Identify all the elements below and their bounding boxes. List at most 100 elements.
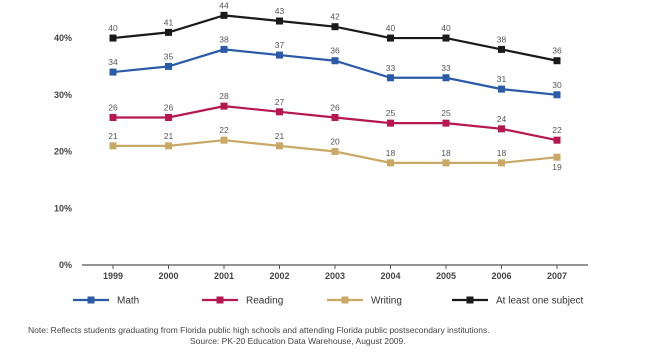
data-point <box>109 113 117 121</box>
legend-swatch-marker <box>216 296 224 304</box>
data-label: 38 <box>497 34 507 44</box>
data-label: 26 <box>164 102 174 112</box>
data-point <box>553 153 561 161</box>
data-label: 40 <box>441 23 451 33</box>
data-label: 22 <box>552 125 562 135</box>
data-label: 21 <box>275 131 285 141</box>
data-point <box>331 57 339 65</box>
legend-label: Math <box>117 296 139 307</box>
data-label: 44 <box>219 0 229 10</box>
data-label: 41 <box>164 17 174 27</box>
data-label: 37 <box>275 40 285 50</box>
data-point <box>442 74 450 82</box>
data-point <box>331 113 339 121</box>
x-tick-label: 2000 <box>158 271 178 281</box>
x-tick-label: 2002 <box>269 271 289 281</box>
data-label: 36 <box>330 46 340 56</box>
data-point <box>387 119 394 127</box>
data-label: 26 <box>330 102 340 112</box>
data-point <box>498 45 505 53</box>
data-point <box>498 125 505 133</box>
y-axis-ticks: 0% 10% 20% 30% 40% <box>54 33 72 270</box>
data-point <box>220 11 228 19</box>
legend-label: Reading <box>246 296 283 307</box>
x-tick-label: 1999 <box>103 271 123 281</box>
legend-item: Reading <box>202 296 283 307</box>
x-tick-label: 2004 <box>380 271 400 281</box>
footnote: Note: Reflects students graduating from … <box>28 325 648 347</box>
data-label: 18 <box>497 148 507 158</box>
source-text: Source: PK-20 Education Data Warehouse, … <box>190 336 406 346</box>
data-point <box>220 45 228 53</box>
x-tick-label: 2006 <box>491 271 511 281</box>
data-point <box>331 23 339 31</box>
data-label: 28 <box>219 91 229 101</box>
data-point <box>387 34 394 42</box>
data-point <box>276 17 283 25</box>
data-label: 26 <box>108 102 118 112</box>
legend-swatch-marker <box>466 296 474 304</box>
data-label: 34 <box>108 57 118 67</box>
data-point <box>165 113 172 121</box>
data-point <box>553 136 561 144</box>
series-writing: 21 21 22 21 20 18 18 18 19 <box>108 125 562 172</box>
data-label: 40 <box>386 23 396 33</box>
data-label: 20 <box>330 137 340 147</box>
series-line <box>112 48 558 96</box>
data-point <box>442 159 450 167</box>
data-label: 19 <box>552 162 562 172</box>
data-point <box>276 142 283 150</box>
data-point <box>109 68 117 76</box>
data-point <box>109 34 117 42</box>
series-reading: 26 26 28 27 26 25 25 24 22 <box>108 91 562 144</box>
data-point <box>165 142 172 150</box>
data-label: 31 <box>497 74 507 84</box>
data-point <box>165 62 172 70</box>
data-point <box>276 51 283 59</box>
data-label: 18 <box>441 148 451 158</box>
data-label: 35 <box>164 51 174 61</box>
data-label: 25 <box>386 108 396 118</box>
x-tick-label: 2001 <box>214 271 234 281</box>
legend-item: Math <box>73 296 139 307</box>
data-point <box>387 159 394 167</box>
data-label: 25 <box>441 108 451 118</box>
x-tick-label: 2005 <box>436 271 456 281</box>
note-text: Note: Reflects students graduating from … <box>28 325 490 335</box>
x-tick-label: 2007 <box>547 271 567 281</box>
data-point <box>442 119 450 127</box>
legend-swatch-marker <box>341 296 349 304</box>
data-label: 43 <box>275 6 285 16</box>
data-label: 38 <box>219 34 229 44</box>
data-label: 22 <box>219 125 229 135</box>
y-tick-label: 30% <box>54 90 72 100</box>
series-at-least-one-subject: 40 41 44 43 42 40 40 38 36 <box>108 0 562 65</box>
data-label: 36 <box>552 46 562 56</box>
data-label: 40 <box>108 23 118 33</box>
data-point <box>165 28 172 36</box>
data-label: 30 <box>552 80 562 90</box>
data-point <box>498 159 505 167</box>
x-axis-ticks: 1999 2000 2001 2002 2003 2004 2005 2006 2007 <box>103 265 567 281</box>
data-point <box>553 57 561 65</box>
legend: Math Reading Writing At least one subject <box>73 296 583 307</box>
data-point <box>220 102 228 110</box>
data-label: 27 <box>275 97 285 107</box>
x-tick-label: 2003 <box>325 271 345 281</box>
series-math: 34 35 38 37 36 33 33 31 30 <box>108 34 562 99</box>
y-tick-label: 10% <box>54 203 72 213</box>
data-label: 21 <box>108 131 118 141</box>
data-label: 33 <box>441 63 451 73</box>
y-tick-label: 20% <box>54 147 72 157</box>
y-tick-label: 0% <box>59 260 72 270</box>
data-point <box>553 91 561 99</box>
data-point <box>109 142 117 150</box>
data-label: 42 <box>330 12 340 22</box>
legend-item: At least one subject <box>452 296 583 307</box>
data-point <box>220 136 228 144</box>
legend-label: At least one subject <box>496 296 583 307</box>
data-label: 18 <box>386 148 396 158</box>
data-point <box>442 34 450 42</box>
